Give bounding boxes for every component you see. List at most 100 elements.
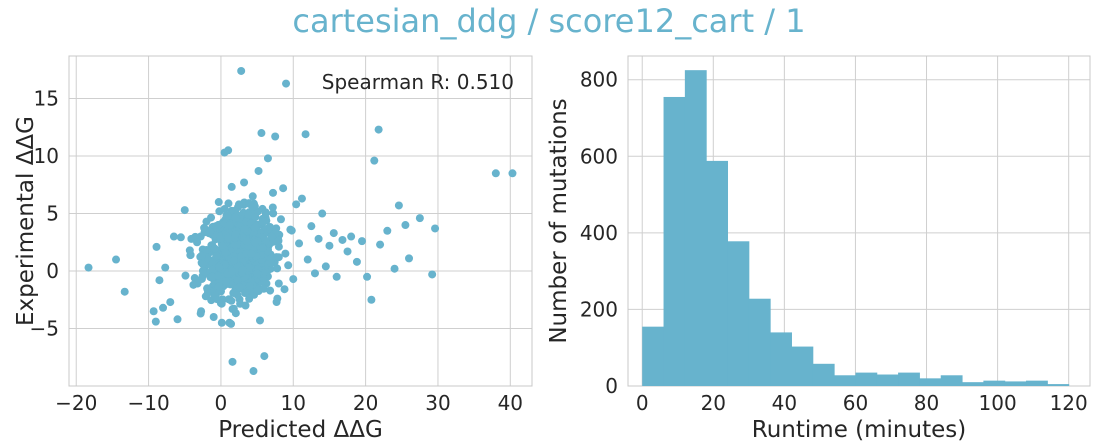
scatter-point xyxy=(274,242,283,251)
histogram-bar xyxy=(663,96,686,386)
scatter-point xyxy=(208,272,217,281)
scatter-point xyxy=(357,237,366,246)
scatter-ytick-label: −5 xyxy=(30,317,59,341)
scatter-point xyxy=(258,244,267,253)
scatter-point xyxy=(274,253,283,262)
scatter-point xyxy=(329,229,338,238)
hist-xtick-label: 60 xyxy=(843,391,868,415)
histogram-bar xyxy=(898,372,920,386)
scatter-point xyxy=(376,240,385,249)
scatter-point xyxy=(227,319,236,328)
scatter-point xyxy=(247,249,256,258)
scatter-point xyxy=(217,318,226,327)
scatter-point xyxy=(155,276,164,285)
histogram-bar xyxy=(919,378,942,386)
spearman-annotation: Spearman R: 0.510 xyxy=(322,70,514,94)
scatter-point xyxy=(196,309,205,318)
scatter-point xyxy=(209,313,218,322)
scatter-frame xyxy=(68,55,533,387)
scatter-point xyxy=(253,269,262,278)
scatter-xtick-label: 0 xyxy=(215,391,228,415)
scatter-point xyxy=(289,275,298,284)
scatter-point xyxy=(282,79,291,88)
scatter-point xyxy=(149,307,158,316)
scatter-ytick-label: 0 xyxy=(46,259,59,283)
scatter-point xyxy=(303,255,312,264)
histogram-bar xyxy=(1026,380,1048,386)
scatter-point xyxy=(415,214,424,223)
scatter-point xyxy=(210,292,219,301)
scatter-point xyxy=(206,227,215,236)
scatter-point xyxy=(491,169,500,178)
scatter-point xyxy=(274,236,283,245)
scatter-point xyxy=(216,299,225,308)
scatter-point xyxy=(251,238,260,247)
scatter-xtick-label: −10 xyxy=(127,391,169,415)
scatter-point xyxy=(310,269,319,278)
scatter-point xyxy=(240,178,249,187)
scatter-point xyxy=(241,289,250,298)
scatter-point xyxy=(260,352,269,361)
scatter-ylabel: Experimental ΔΔG xyxy=(13,116,39,326)
scatter-panel: −20 −10 0 10 20 30 40 −5 0 5 10 15 Predicted ΔΔG Expe… xyxy=(13,55,533,442)
scatter-point xyxy=(237,66,246,75)
scatter-point xyxy=(244,210,253,219)
scatter-point xyxy=(394,201,403,210)
scatter-point xyxy=(231,213,240,222)
scatter-point xyxy=(347,232,356,241)
histogram-bar xyxy=(812,363,835,386)
histogram-bar xyxy=(876,374,899,386)
scatter-point xyxy=(202,217,211,226)
scatter-point xyxy=(271,132,280,141)
histogram-bar xyxy=(791,346,814,386)
scatter-xlabel: Predicted ΔΔG xyxy=(218,417,383,442)
hist-ytick-label: 600 xyxy=(580,144,618,168)
scatter-point xyxy=(197,251,206,260)
scatter-point xyxy=(307,222,316,231)
scatter-point xyxy=(343,247,352,256)
scatter-point xyxy=(159,303,168,312)
scatter-xtick-label: 20 xyxy=(353,391,378,415)
scatter-point xyxy=(250,223,259,232)
scatter-point xyxy=(259,284,268,293)
scatter-point xyxy=(265,222,274,231)
scatter-point xyxy=(374,125,383,134)
scatter-point xyxy=(292,200,301,209)
scatter-point xyxy=(169,232,178,241)
scatter-point xyxy=(276,215,285,224)
scatter-point xyxy=(198,260,207,269)
scatter-point xyxy=(225,221,234,230)
scatter-point xyxy=(227,182,236,191)
scatter-point xyxy=(318,209,327,218)
scatter-xtick-label: 40 xyxy=(498,391,523,415)
hist-ytick-label: 0 xyxy=(605,374,618,398)
scatter-point xyxy=(185,246,194,255)
histogram-bar xyxy=(748,298,771,386)
scatter-point xyxy=(401,221,410,230)
scatter-point xyxy=(280,285,289,294)
scatter-xtick-label: 30 xyxy=(425,391,450,415)
scatter-point xyxy=(161,263,170,272)
scatter-point xyxy=(338,235,347,244)
scatter-point xyxy=(286,225,295,234)
scatter-point xyxy=(238,265,247,274)
histogram-bar xyxy=(1004,381,1027,386)
scatter-ytick-label: 10 xyxy=(34,144,59,168)
scatter-point xyxy=(176,233,185,242)
scatter-point xyxy=(229,256,238,265)
scatter-point xyxy=(274,279,283,288)
scatter-point xyxy=(269,188,278,197)
scatter-point xyxy=(363,272,372,281)
scatter-point xyxy=(273,294,282,303)
hist-xtick-label: 100 xyxy=(979,391,1017,415)
scatter-point xyxy=(245,281,254,290)
scatter-point xyxy=(352,257,361,266)
scatter-point xyxy=(269,209,278,218)
scatter-point xyxy=(257,129,266,138)
scatter-point xyxy=(295,239,304,248)
scatter-point xyxy=(321,262,330,271)
hist-ytick-label: 400 xyxy=(580,221,618,245)
scatter-point xyxy=(198,266,207,275)
scatter-point xyxy=(112,255,121,264)
